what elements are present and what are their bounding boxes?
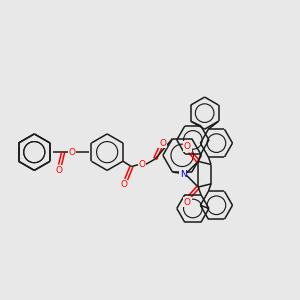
Text: O: O (184, 198, 191, 207)
Text: O: O (121, 180, 128, 189)
Text: O: O (139, 160, 146, 169)
Text: O: O (56, 166, 62, 175)
Text: O: O (184, 142, 191, 151)
Text: N: N (180, 170, 187, 179)
Text: O: O (159, 139, 166, 148)
Text: O: O (68, 148, 75, 157)
